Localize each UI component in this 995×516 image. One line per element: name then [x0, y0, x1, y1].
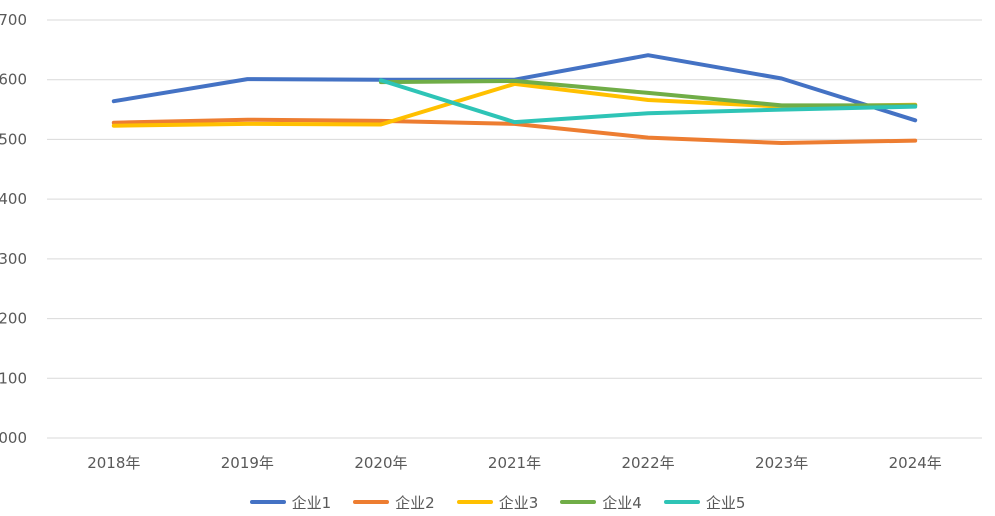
x-tick-label: 2023年	[755, 454, 808, 472]
y-tick-label: 400	[0, 190, 27, 208]
legend-swatch	[249, 500, 286, 504]
legend-swatch	[456, 500, 493, 504]
y-tick-label: 000	[0, 429, 27, 447]
x-tick-label: 2024年	[889, 454, 942, 472]
legend-label: 企业5	[705, 493, 746, 512]
series-lines	[111, 53, 918, 145]
series-line-5	[378, 78, 918, 125]
legend-swatch	[353, 500, 390, 504]
legend-item: 企业1	[249, 492, 332, 513]
y-tick-label: 100	[0, 369, 27, 387]
y-tick-label: 500	[0, 130, 27, 148]
legend-item: 企业5	[663, 492, 746, 513]
chart-legend: 企业1 企业2 企业3 企业4 企业5	[0, 490, 995, 514]
legend-item: 企业2	[353, 492, 435, 513]
x-tick-label: 2019年	[221, 454, 274, 472]
y-tick-label: 200	[0, 310, 27, 328]
x-tick-label: 2018年	[87, 454, 140, 472]
legend-swatch	[560, 500, 597, 504]
legend-label: 企业2	[395, 493, 435, 512]
x-tick-label: 2021年	[488, 454, 541, 472]
y-tick-label: 300	[0, 250, 27, 268]
legend-label: 企业1	[291, 493, 332, 512]
legend-item: 企业4	[560, 492, 642, 513]
line-chart: 000 100 200 300 400 500 600 700 2018年 2019年 2020年…	[0, 11, 982, 472]
y-tick-label: 600	[0, 71, 27, 89]
legend-swatch	[663, 500, 700, 504]
x-tick-label: 2020年	[354, 454, 407, 472]
gridlines	[47, 19, 982, 439]
legend-item: 企业3	[456, 492, 539, 513]
y-axis-ticks: 000 100 200 300 400 500 600 700	[0, 11, 27, 447]
x-tick-label: 2022年	[621, 454, 674, 472]
y-tick-label: 700	[0, 11, 27, 29]
series-line-4	[378, 78, 918, 108]
x-axis-ticks: 2018年 2019年 2020年 2021年 2022年 2023年 2024年	[87, 454, 942, 472]
legend-label: 企业4	[602, 493, 642, 512]
legend-label: 企业3	[498, 493, 539, 512]
